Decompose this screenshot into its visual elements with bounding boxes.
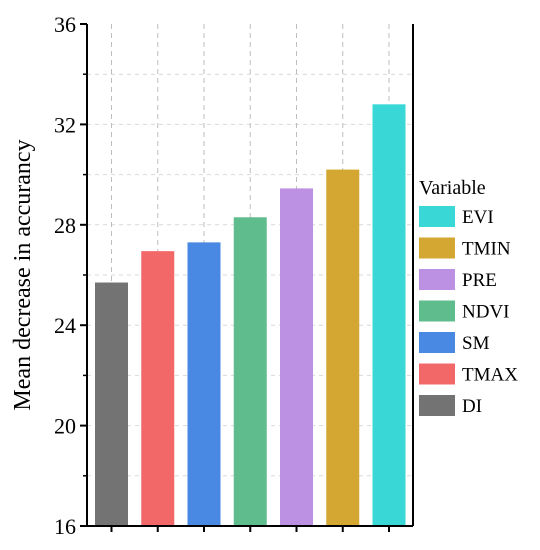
- bar-tmin: [326, 169, 360, 526]
- legend-swatch-tmax: [419, 363, 455, 385]
- legend-title: Variable: [419, 177, 486, 199]
- legend-label-tmin: TMIN: [462, 239, 511, 260]
- legend-swatch-di: [419, 395, 455, 416]
- bar-sm: [187, 242, 221, 526]
- legend-swatch-tmin: [419, 237, 455, 259]
- y-tick-label: 36: [54, 12, 76, 37]
- y-tick-label: 24: [54, 313, 76, 338]
- legend-label-sm: SM: [462, 333, 490, 354]
- legend-label-evi: EVI: [462, 207, 494, 228]
- y-tick-label: 28: [54, 213, 76, 238]
- legend-label-di: DI: [462, 396, 482, 417]
- y-tick-label: 16: [54, 514, 76, 539]
- bar-di: [95, 282, 128, 526]
- bar-evi: [372, 104, 406, 526]
- legend: Variable EVI TMIN PRE NDVI SM TMAX DI: [419, 177, 518, 417]
- legend-swatch-evi: [419, 206, 455, 227]
- bars: [95, 104, 406, 526]
- legend-swatch-pre: [419, 269, 455, 290]
- bar-pre: [280, 188, 313, 526]
- legend-swatch-ndvi: [419, 300, 455, 322]
- legend-label-pre: PRE: [462, 270, 497, 291]
- bar-tmax: [141, 251, 175, 526]
- y-ticks: 16 20 24 28 32 36: [54, 12, 390, 539]
- bar-ndvi: [233, 217, 267, 526]
- y-tick-label: 20: [54, 414, 76, 439]
- legend-swatch-sm: [419, 332, 455, 353]
- y-tick-label: 32: [54, 112, 76, 137]
- legend-label-ndvi: NDVI: [462, 302, 510, 323]
- y-axis-title: Mean decrease in accurancy: [10, 139, 36, 410]
- legend-label-tmax: TMAX: [462, 365, 518, 386]
